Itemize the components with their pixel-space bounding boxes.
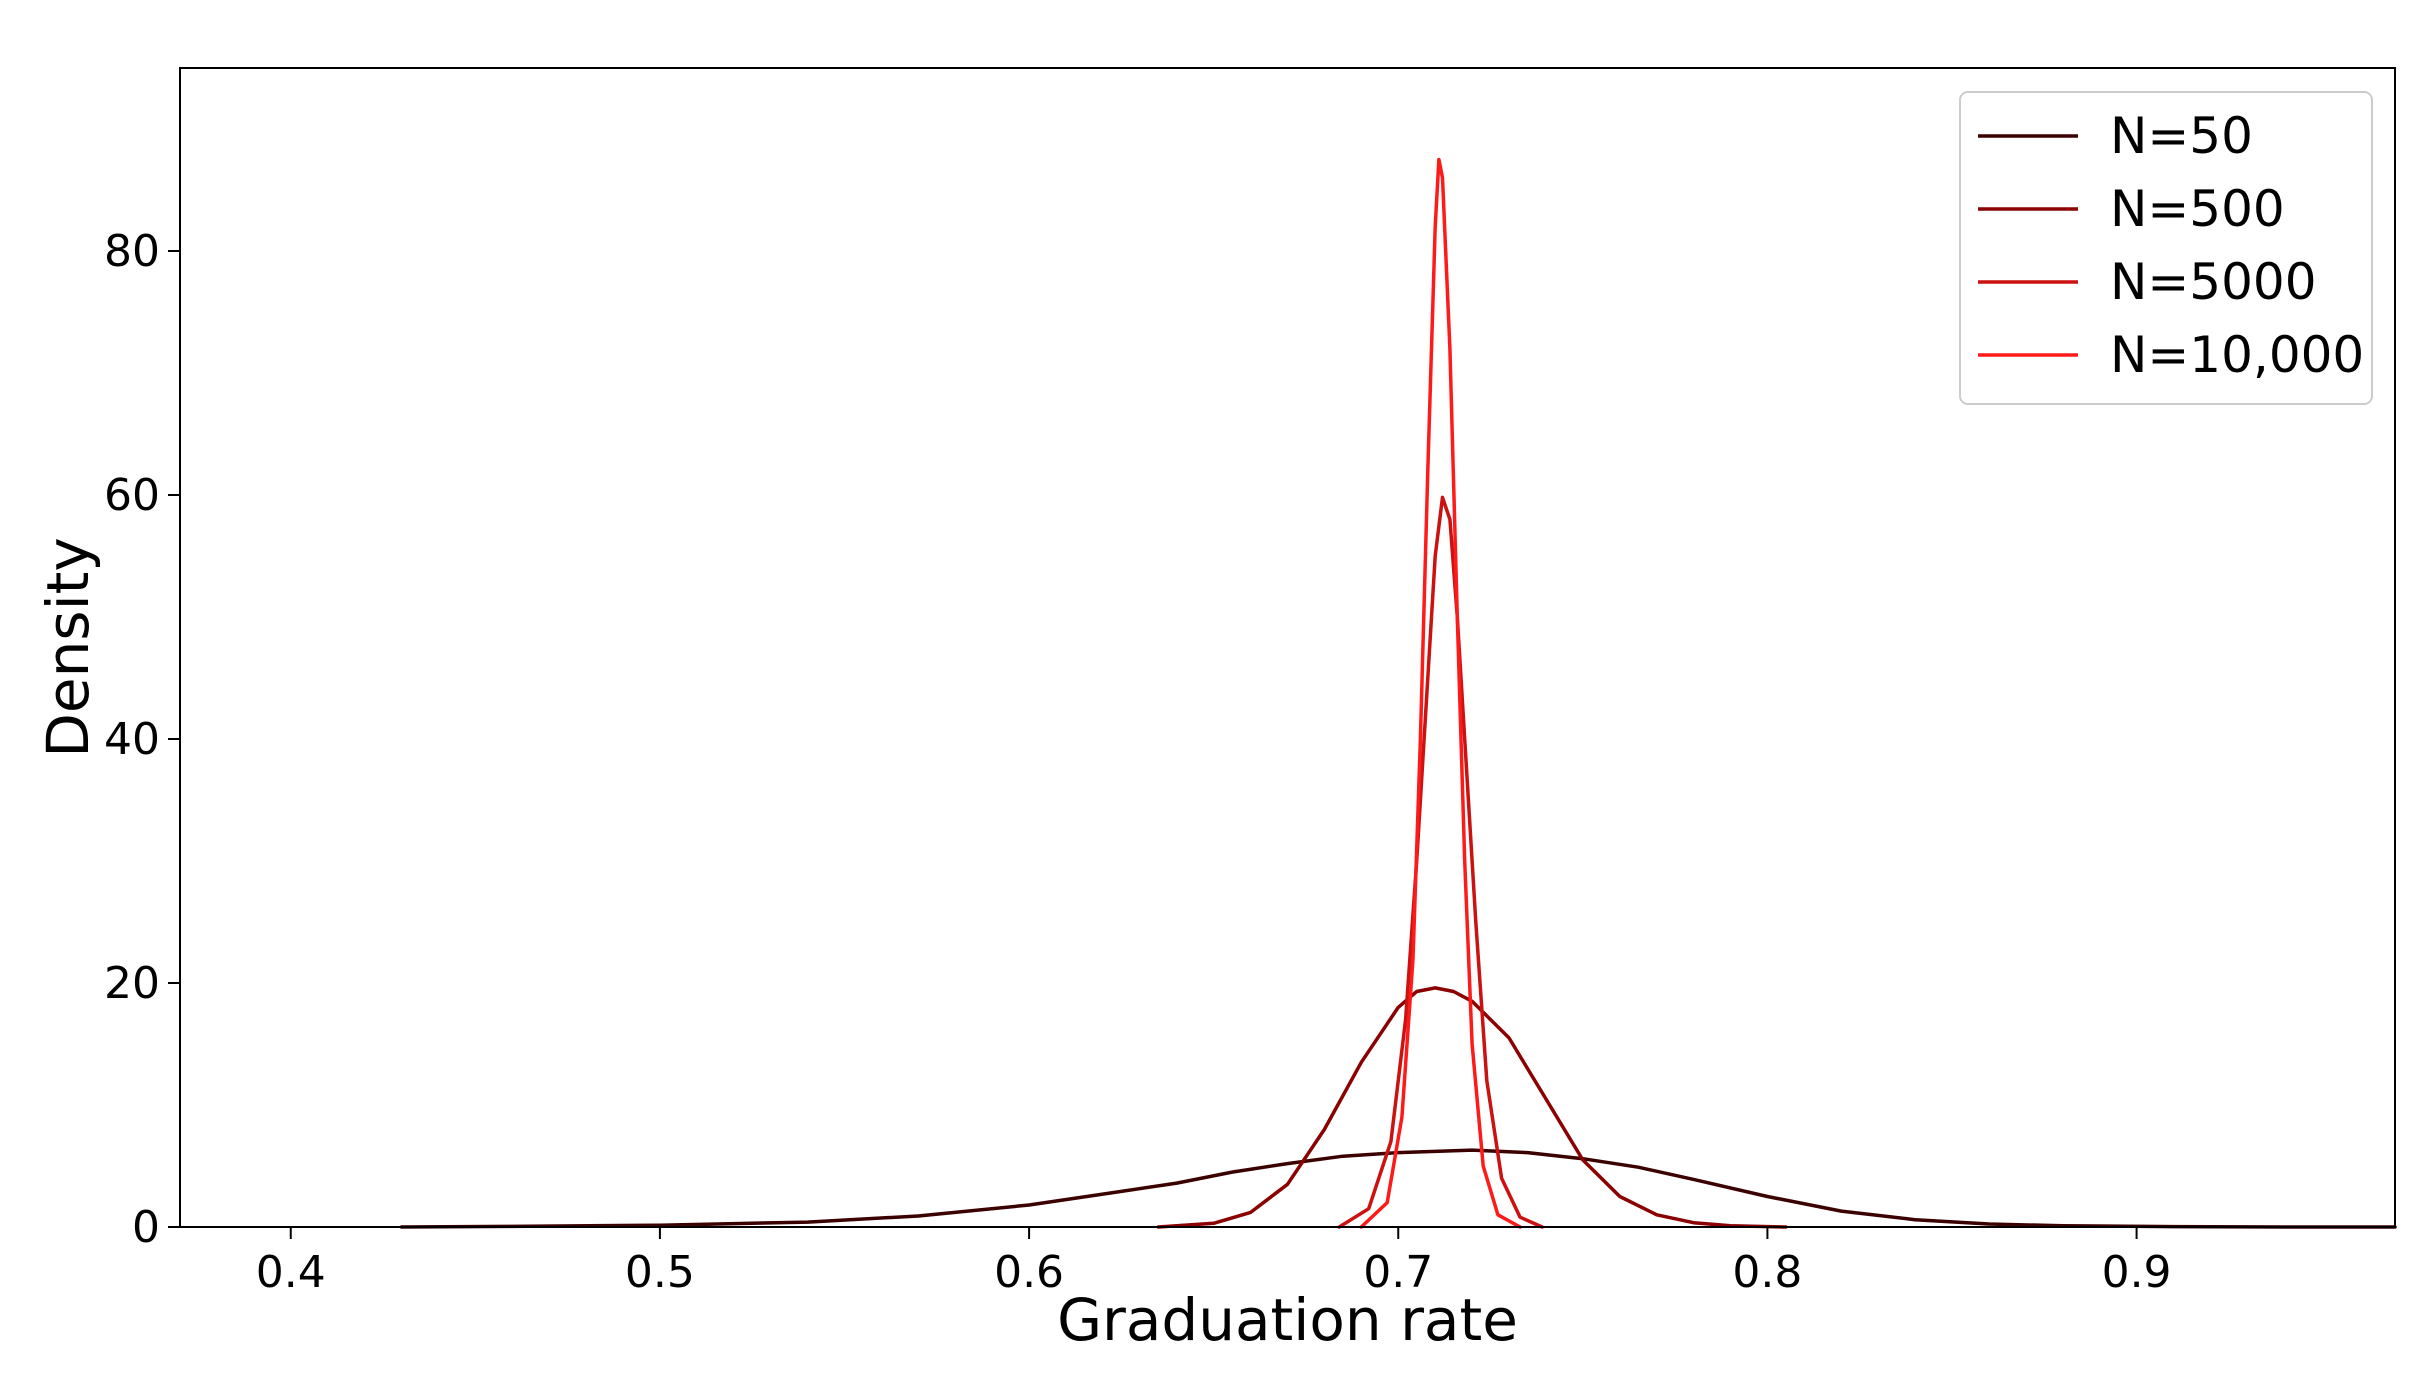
x-axis-ticks: 0.4 0.5 0.6 0.7 0.8 0.9 [256,1227,2172,1298]
x-tick-label: 0.9 [2102,1247,2172,1298]
y-tick-label: 80 [104,226,160,277]
plot-frame [179,67,2396,1228]
x-axis-label: Graduation rate [1057,1286,1518,1354]
y-tick-label: 40 [104,714,160,765]
legend-label-3: N=5000 [2110,253,2317,311]
legend-items: N=50 N=500 N=5000 N=10,000 [1978,107,2364,384]
y-tick-label: 60 [104,470,160,521]
x-tick-label: 0.6 [994,1247,1064,1298]
series-line-2 [1156,986,1788,1229]
series-line-4 [1359,157,1522,1229]
legend-label-4: N=10,000 [2110,326,2364,384]
series-line-1 [399,1148,2397,1229]
legend-box [1959,91,2373,405]
y-tick-label: 20 [104,958,160,1009]
y-axis-label: Density [34,537,102,758]
x-tick-label: 0.8 [1732,1247,1802,1298]
legend-label-1: N=50 [2110,107,2253,165]
x-tick-label: 0.4 [256,1247,326,1298]
x-tick-label: 0.7 [1363,1247,1433,1298]
legend-label-2: N=500 [2110,180,2285,238]
x-tick-label: 0.5 [625,1247,695,1298]
y-axis-ticks: 0 20 40 60 80 [104,226,180,1253]
y-tick-label: 0 [132,1202,160,1253]
series-layer [399,157,2397,1229]
legend: N=50 N=500 N=5000 N=10,000 [1959,91,2373,405]
series-line-3 [1337,495,1544,1229]
